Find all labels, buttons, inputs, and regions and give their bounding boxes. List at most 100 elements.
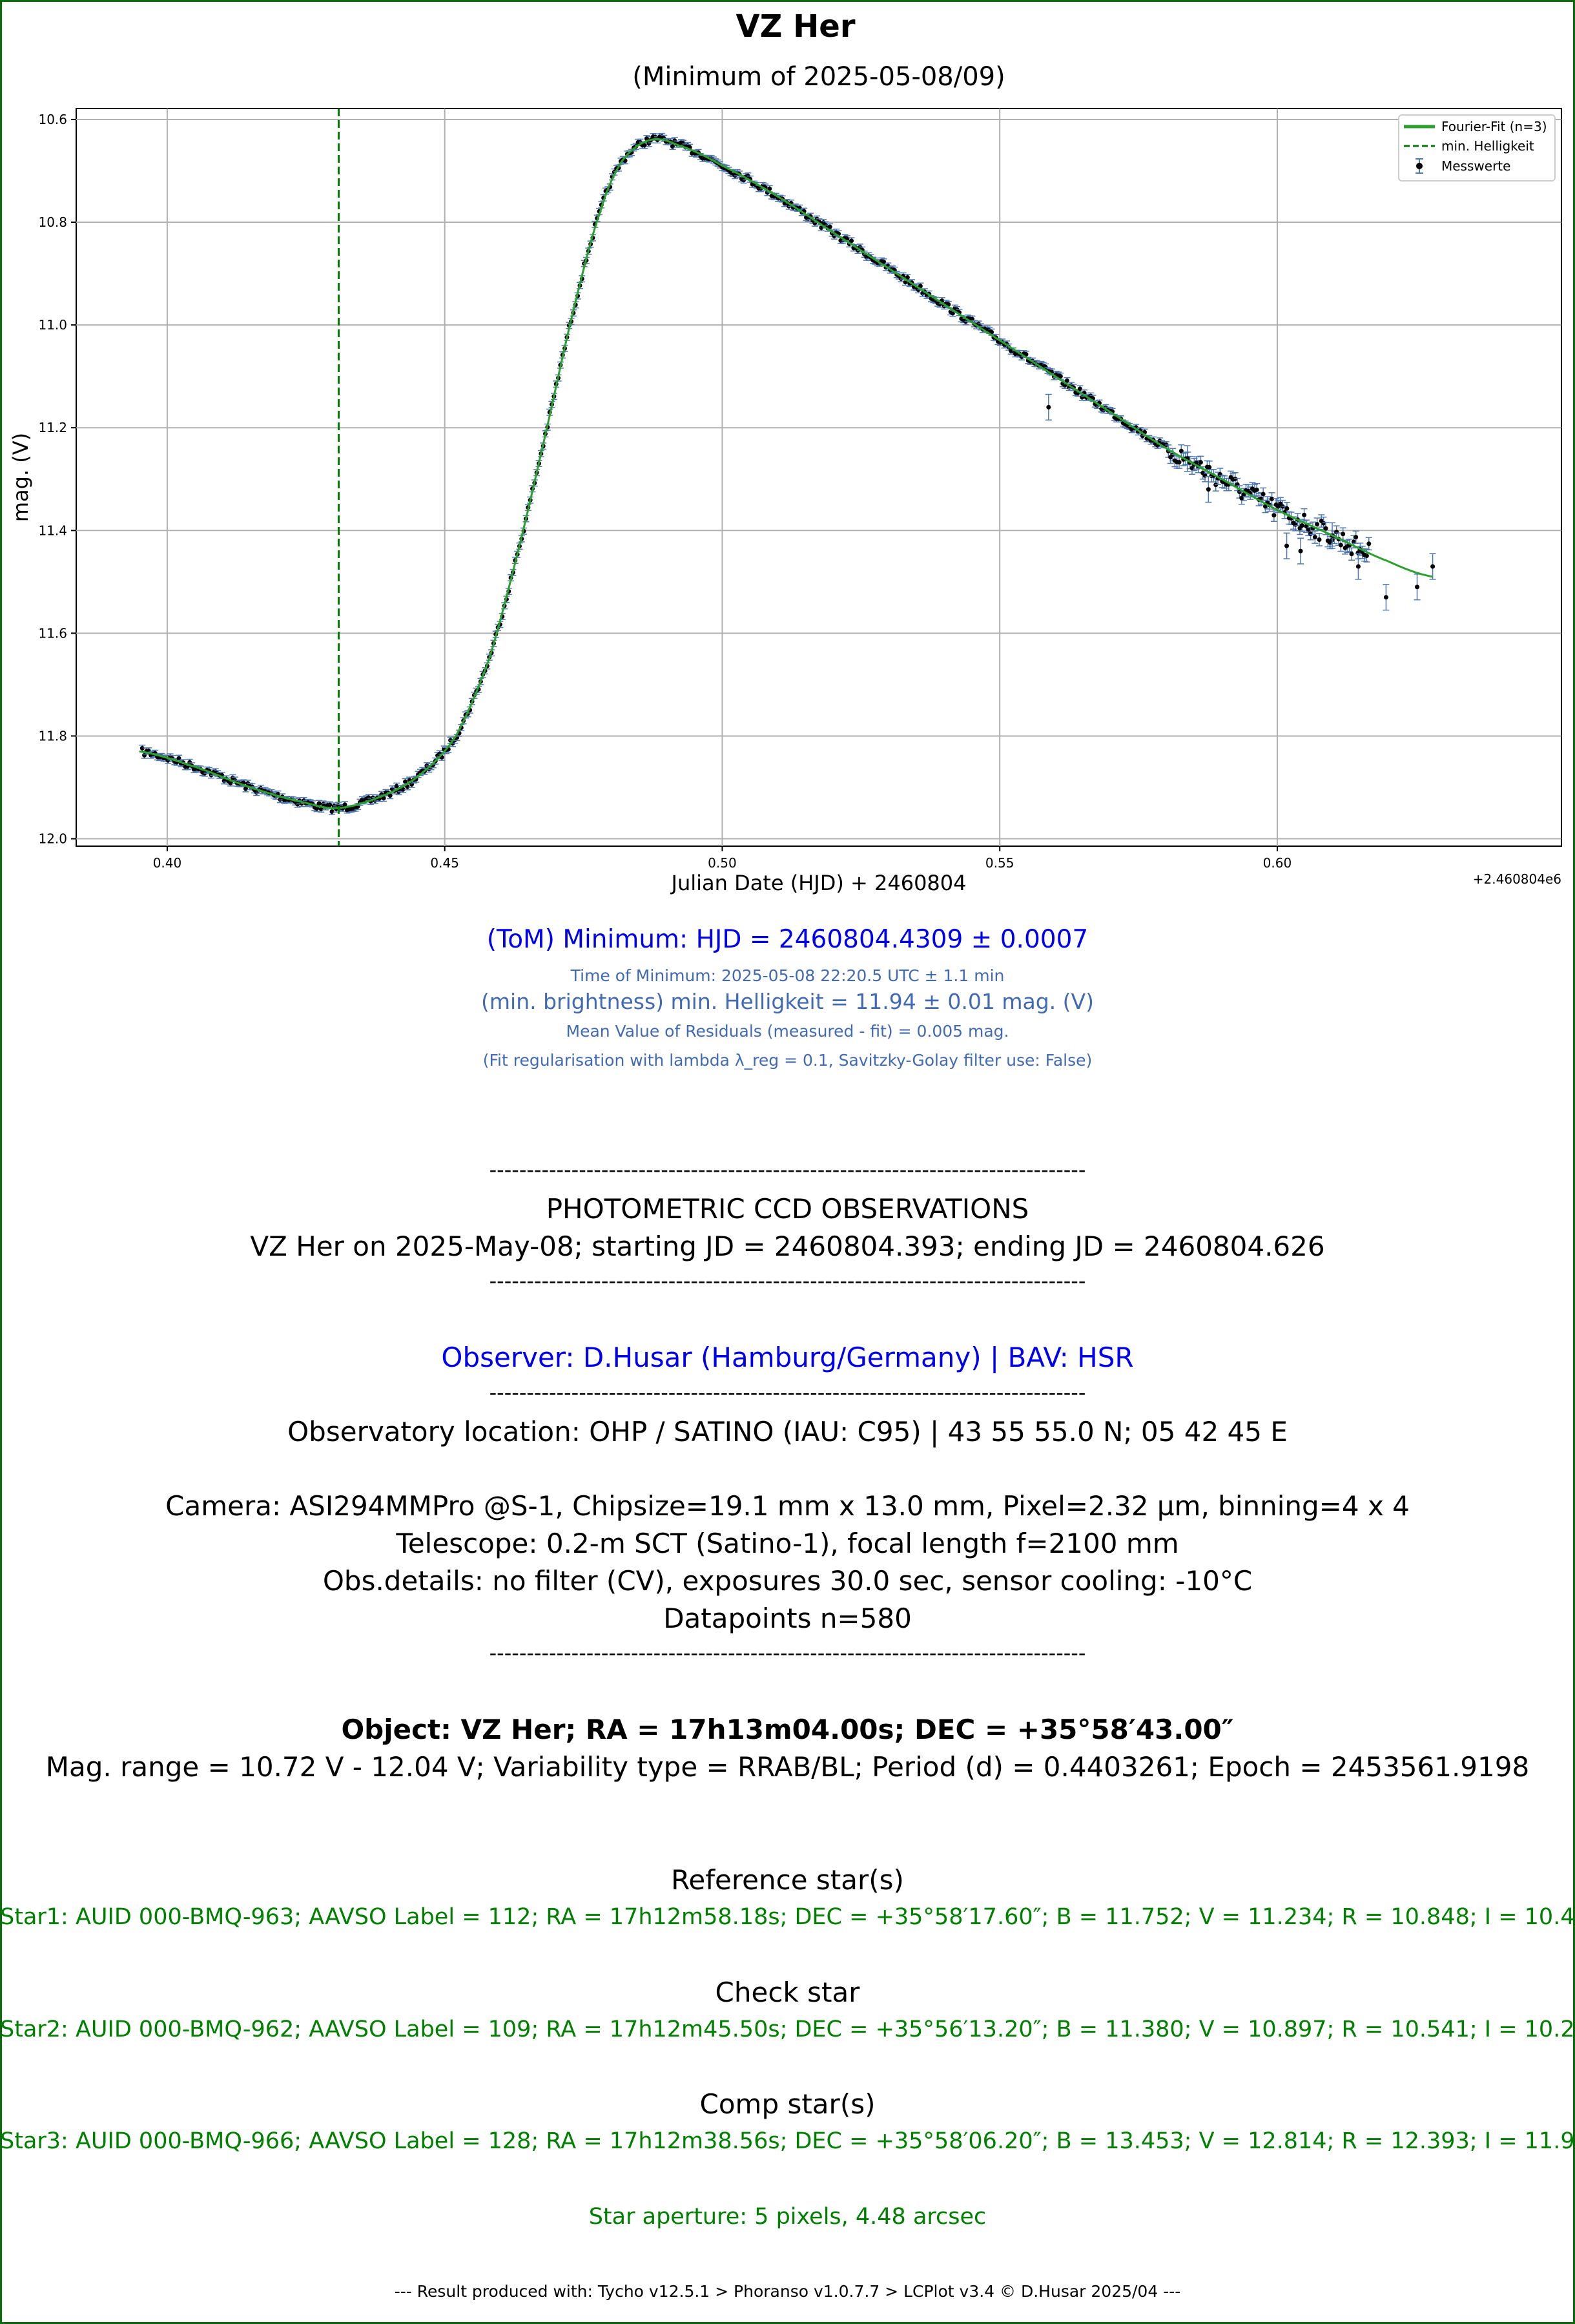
chart-title: VZ Her	[736, 8, 855, 45]
y-tick-label: 11.6	[38, 625, 67, 641]
star-aperture: Star aperture: 5 pixels, 4.48 arcsec	[588, 2204, 987, 2230]
reference-heading: Reference star(s)	[671, 1864, 904, 1896]
data-point	[1302, 512, 1307, 517]
legend-points-label: Messwerte	[1441, 158, 1510, 174]
data-point	[1046, 404, 1051, 410]
y-tick-label: 10.6	[38, 112, 67, 127]
data-point	[1306, 527, 1311, 532]
y-axis-ticks: 10.6 10.8 11.0 11.2 11.4 11.6 11.8 12.0	[38, 112, 76, 847]
data-point	[1270, 496, 1275, 501]
data-point	[905, 275, 910, 280]
data-point	[316, 801, 322, 806]
data-point	[1317, 537, 1322, 542]
data-point	[1315, 522, 1320, 527]
min-brightness: (min. brightness) min. Helligkeit = 11.9…	[481, 989, 1094, 1014]
data-point	[1233, 476, 1238, 481]
tom-result: (ToM) Minimum: HJD = 2460804.4309 ± 0.00…	[486, 925, 1089, 954]
data-point	[670, 144, 675, 149]
data-point	[827, 224, 832, 229]
time-of-minimum: Time of Minimum: 2025-05-08 22:20.5 UTC …	[570, 966, 1005, 985]
data-point	[1177, 460, 1182, 465]
legend: Fourier-Fit (n=3) min. Helligkeit Messwe…	[1398, 114, 1556, 182]
data-point	[329, 809, 335, 814]
data-point	[243, 786, 249, 791]
legend-points-marker	[1416, 163, 1423, 169]
obs-details: Obs.details: no filter (CV), exposures 3…	[322, 1565, 1253, 1597]
separator: ----------------------------------------…	[489, 1641, 1086, 1665]
data-point	[1261, 492, 1266, 497]
data-point	[139, 745, 145, 751]
camera-info: Camera: ASI294MMPro @S-1, Chipsize=19.1 …	[165, 1490, 1410, 1522]
observer: Observer: D.Husar (Hamburg/Germany) | BA…	[441, 1342, 1134, 1373]
data-point	[1366, 541, 1372, 546]
legend-box	[1398, 114, 1556, 182]
data-point	[950, 311, 955, 316]
data-point	[1207, 464, 1212, 470]
data-point	[1355, 564, 1361, 569]
y-tick-label: 11.4	[38, 523, 67, 538]
y-tick-label: 11.0	[38, 317, 67, 333]
data-point	[1312, 535, 1317, 540]
data-point	[327, 802, 333, 807]
y-tick-label: 11.8	[38, 728, 67, 743]
data-point	[366, 795, 371, 800]
data-point	[1321, 521, 1326, 526]
data-point	[849, 238, 854, 244]
y-tick-label: 11.2	[38, 420, 67, 435]
legend-fit-label: Fourier-Fit (n=3)	[1441, 119, 1547, 134]
data-point	[1206, 487, 1211, 492]
data-point	[1308, 531, 1313, 536]
data-point	[1338, 543, 1343, 548]
separator: ----------------------------------------…	[489, 1157, 1086, 1182]
data-point	[1284, 543, 1290, 548]
comp-heading: Comp star(s)	[699, 2088, 876, 2120]
y-axis-label: mag. (V)	[8, 433, 33, 522]
x-tick-label: 0.50	[708, 855, 737, 871]
x-tick-label: 0.60	[1263, 855, 1292, 871]
observatory-location: Observatory location: OHP / SATINO (IAU:…	[287, 1416, 1288, 1447]
light-curve-chart: VZ Her (Minimum of 2025-05-08/09) 0.40 0.…	[8, 8, 1562, 895]
data-point	[1364, 553, 1369, 558]
data-point	[1354, 535, 1359, 540]
comp-star: Star3: AUID 000-BMQ-966; AAVSO Label = 1…	[0, 2128, 1575, 2154]
data-point	[1349, 552, 1354, 557]
data-point	[1024, 352, 1029, 357]
y-tick-label: 10.8	[38, 214, 67, 230]
grid	[76, 109, 1561, 846]
mean-residuals: Mean Value of Residuals (measured - fit)…	[566, 1022, 1009, 1041]
data-point	[1241, 492, 1246, 497]
data-point	[1058, 373, 1063, 379]
check-heading: Check star	[715, 1976, 860, 2008]
y-tick-label: 12.0	[38, 831, 67, 847]
data-point	[1202, 473, 1208, 478]
separator: ----------------------------------------…	[489, 1380, 1086, 1405]
x-axis-label: Julian Date (HJD) + 2460804	[670, 871, 967, 895]
x-tick-label: 0.40	[153, 855, 182, 871]
data-point	[1415, 585, 1420, 590]
data-point	[1254, 487, 1259, 492]
data-point	[400, 787, 406, 792]
data-point	[1064, 378, 1069, 383]
x-axis-offset-label: +2.460804e6	[1473, 871, 1561, 887]
observation-run: VZ Her on 2025-May-08; starting JD = 246…	[250, 1230, 1325, 1262]
data-point	[228, 780, 233, 785]
data-point	[1430, 564, 1436, 569]
data-point	[1334, 530, 1339, 535]
object-info: Object: VZ Her; RA = 17h13m04.00s; DEC =…	[341, 1714, 1234, 1745]
data-point	[1298, 548, 1303, 554]
data-point	[394, 783, 399, 789]
data-point	[1271, 513, 1277, 518]
mag-range: Mag. range = 10.72 V - 12.04 V; Variabil…	[45, 1751, 1530, 1783]
separator: ----------------------------------------…	[489, 1269, 1086, 1293]
data-point	[1341, 532, 1346, 537]
report-heading: PHOTOMETRIC CCD OBSERVATIONS	[546, 1193, 1029, 1225]
data-point	[1383, 595, 1388, 600]
reference-star: Star1: AUID 000-BMQ-963; AAVSO Label = 1…	[0, 1904, 1575, 1930]
data-point	[314, 806, 320, 811]
x-tick-label: 0.45	[430, 855, 459, 871]
data-point	[381, 796, 386, 801]
telescope-info: Telescope: 0.2-m SCT (Satino-1), focal l…	[396, 1528, 1179, 1559]
data-point	[1198, 460, 1203, 465]
data-point	[1323, 526, 1328, 531]
